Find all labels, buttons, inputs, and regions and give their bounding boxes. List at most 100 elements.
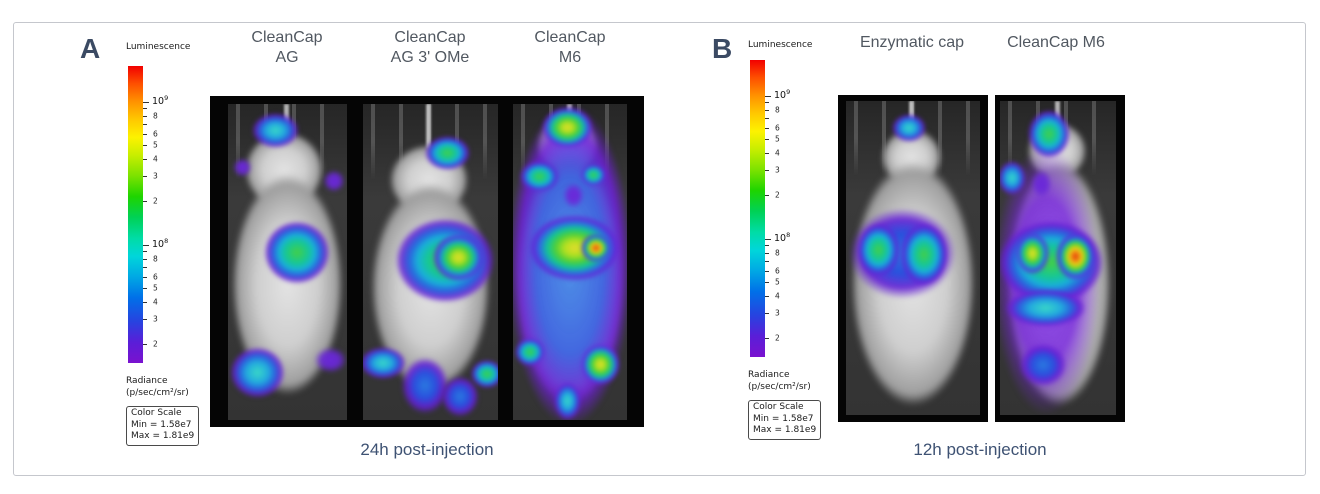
mouse-photo-enzymatic-cap [846, 101, 980, 415]
colorbar-tick [765, 102, 769, 104]
luminescence-spot-cyan [554, 382, 582, 420]
column-header-cleancap-ag-3ome: CleanCap AG 3' OMe [360, 28, 500, 68]
colorbar-tick [765, 152, 769, 154]
color-scale-title: Color Scale [131, 408, 182, 418]
colorbar-tick [765, 118, 769, 120]
colorbar-tick [765, 95, 771, 98]
colorbar-title: Luminescence [126, 42, 191, 52]
panel-a-label: A [80, 33, 101, 64]
colorbar-minor-label: 4 [153, 297, 158, 307]
colorbar-tick [143, 176, 147, 178]
column-header-cleancap-m6-b: CleanCap M6 [976, 33, 1136, 53]
radiance-line1: Radiance [748, 370, 790, 380]
colorbar-ticks: 109 8 6 5 4 3 2 108 8 6 5 4 3 2 [143, 66, 183, 363]
colorbar-minor-label: 2 [153, 339, 158, 349]
luminescence-spot-blue [1018, 342, 1068, 387]
luminescence-spot-green [515, 337, 545, 367]
colorbar-tick [143, 258, 147, 260]
colorbar-tick [143, 301, 147, 303]
colorbar-tick [765, 127, 769, 129]
header-line1: Enzymatic cap [859, 34, 965, 51]
mouse-photo-cleancap-ag [228, 104, 347, 420]
colorbar-minor-label: 5 [153, 283, 158, 293]
luminescence-spot-cyan [251, 113, 300, 149]
colorbar-tick [143, 251, 147, 253]
luminescence-spot-yellow [581, 344, 621, 386]
colorbar-gradient [128, 66, 143, 363]
header-line1: CleanCap [534, 29, 606, 46]
panel-b-label: B [712, 33, 733, 64]
colorbar-tick [765, 338, 769, 340]
luminescence-spot-red [1055, 232, 1096, 280]
mouse-photo-cleancap-ag-3ome [363, 104, 498, 420]
colorbar-minor-label: 4 [775, 148, 780, 158]
colorbar-minor-label: 8 [153, 254, 158, 264]
colorbar-minor-label: 2 [775, 190, 780, 200]
colorbar-minor-label: 4 [153, 154, 158, 164]
colorbar-gradient [750, 60, 765, 357]
colorbar-minor-label: 4 [775, 291, 780, 301]
luminescence-spot-yellow [433, 233, 485, 281]
colorbar-minor-label: 3 [775, 165, 780, 175]
radiance-label: Radiance (p/sec/cm²/sr) [748, 370, 838, 393]
colorbar-minor-label: 8 [775, 105, 780, 115]
colorbar-tick [765, 261, 769, 263]
colorbar-minor-label: 3 [775, 308, 780, 318]
colorbar-tick [765, 170, 769, 172]
colorbar-minor-label: 5 [775, 134, 780, 144]
caption-panel-a: 24h post-injection [360, 440, 494, 459]
radiance-label: Radiance (p/sec/cm²/sr) [126, 376, 216, 399]
colorbar-ticks: 109 8 6 5 4 3 2 108 8 6 5 4 3 2 [765, 60, 805, 357]
mouse-photo-cleancap-m6-b [1000, 101, 1116, 415]
column-header-cleancap-m6: CleanCap M6 [510, 28, 630, 68]
luminescence-spot-cyan [230, 347, 286, 398]
color-scale-max: Max = 1.81e9 [753, 425, 817, 436]
colorbar-minor-label: 6 [153, 129, 158, 139]
colorbar-minor-label: 3 [153, 171, 158, 181]
colorbar-decade-label: 108 [774, 230, 791, 244]
luminescence-spot-blue [400, 356, 450, 414]
colorbar-tick [143, 115, 147, 117]
colorbar-minor-label: 5 [775, 277, 780, 287]
colorbar-tick [765, 252, 769, 254]
colorbar-tick [143, 108, 147, 110]
colorbar-tick [765, 109, 769, 111]
luminescence-spot-green [263, 220, 331, 285]
colorbar-minor-label: 2 [153, 196, 158, 206]
colorbar-minor-label: 5 [153, 140, 158, 150]
colorbar-title: Luminescence [748, 40, 813, 50]
color-scale-box: Color Scale Min = 1.58e7 Max = 1.81e9 [126, 406, 200, 447]
colorbar-tick [143, 124, 147, 126]
header-line1: CleanCap [394, 29, 466, 46]
colorbar-tick [143, 344, 147, 346]
mouse-photo-cleancap-m6 [513, 104, 627, 420]
color-scale-max: Max = 1.81e9 [131, 431, 195, 442]
color-scale-min: Min = 1.58e7 [131, 419, 192, 430]
caption-panel-b: 12h post-injection [913, 440, 1047, 459]
colorbar-tick [143, 244, 149, 247]
colorbar-tick [143, 133, 147, 135]
luminescence-spot-red [581, 233, 612, 262]
colorbar-minor-label: 6 [775, 123, 780, 133]
header-line2: AG 3' OMe [390, 49, 470, 66]
luminescence-spot-purple [1031, 170, 1053, 199]
colorbar-tick [765, 295, 769, 297]
column-header-cleancap-ag: CleanCap AG [227, 28, 347, 68]
colorbar-tick [143, 276, 147, 278]
colorbar-minor-label: 8 [153, 111, 158, 121]
luminescence-spot-cyan [1000, 160, 1026, 196]
colorbar-decade-label: 109 [774, 87, 791, 101]
luminescence-spot-green [856, 223, 900, 277]
color-scale-title: Color Scale [753, 402, 804, 412]
color-scale-box: Color Scale Min = 1.58e7 Max = 1.81e9 [748, 400, 822, 441]
header-line2: M6 [558, 49, 582, 66]
colorbar-tick [765, 245, 769, 247]
colorbar-tick [765, 281, 769, 283]
column-header-enzymatic-cap: Enzymatic cap [832, 33, 992, 53]
colorbar-tick [765, 238, 771, 241]
colorbar-tick [765, 270, 769, 272]
luminescence-spot-cyan [363, 347, 407, 379]
luminescence-spot-cyan [891, 113, 927, 142]
luminescence-spot-yellow [541, 107, 593, 149]
luminescence-spot-green [581, 164, 607, 187]
